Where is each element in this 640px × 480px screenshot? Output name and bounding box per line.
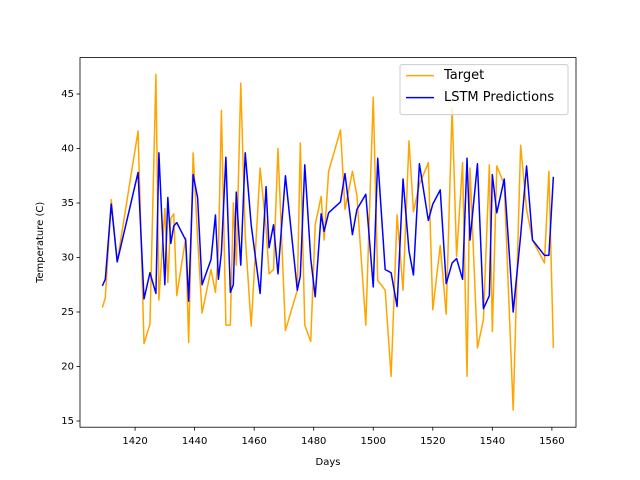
x-axis-label: Days (316, 457, 341, 468)
y-tick-label: 20 (61, 361, 74, 372)
y-tick-label: 45 (61, 89, 74, 100)
data-line (101, 152, 555, 313)
y-tick-label: 40 (61, 144, 74, 155)
axes-frame (79, 57, 577, 428)
y-tick-label: 25 (61, 307, 74, 318)
x-tick-label: 1560 (539, 436, 564, 447)
x-tick-label: 1500 (361, 436, 386, 447)
legend-label: LSTM Predictions (444, 90, 554, 105)
y-tick-label: 35 (61, 198, 74, 209)
x-tick-label: 1520 (420, 436, 445, 447)
legend-box (399, 64, 569, 116)
x-tick-label: 1460 (241, 436, 266, 447)
y-tick-label: 30 (61, 252, 74, 263)
y-axis-label: Temperature (C) (35, 202, 46, 284)
x-tick-label: 1440 (182, 436, 207, 447)
y-tick-label: 15 (61, 416, 74, 427)
legend-label: Target (443, 68, 484, 83)
x-tick-label: 1420 (122, 436, 147, 447)
x-tick-label: 1540 (480, 436, 505, 447)
x-tick-label: 1480 (301, 436, 326, 447)
